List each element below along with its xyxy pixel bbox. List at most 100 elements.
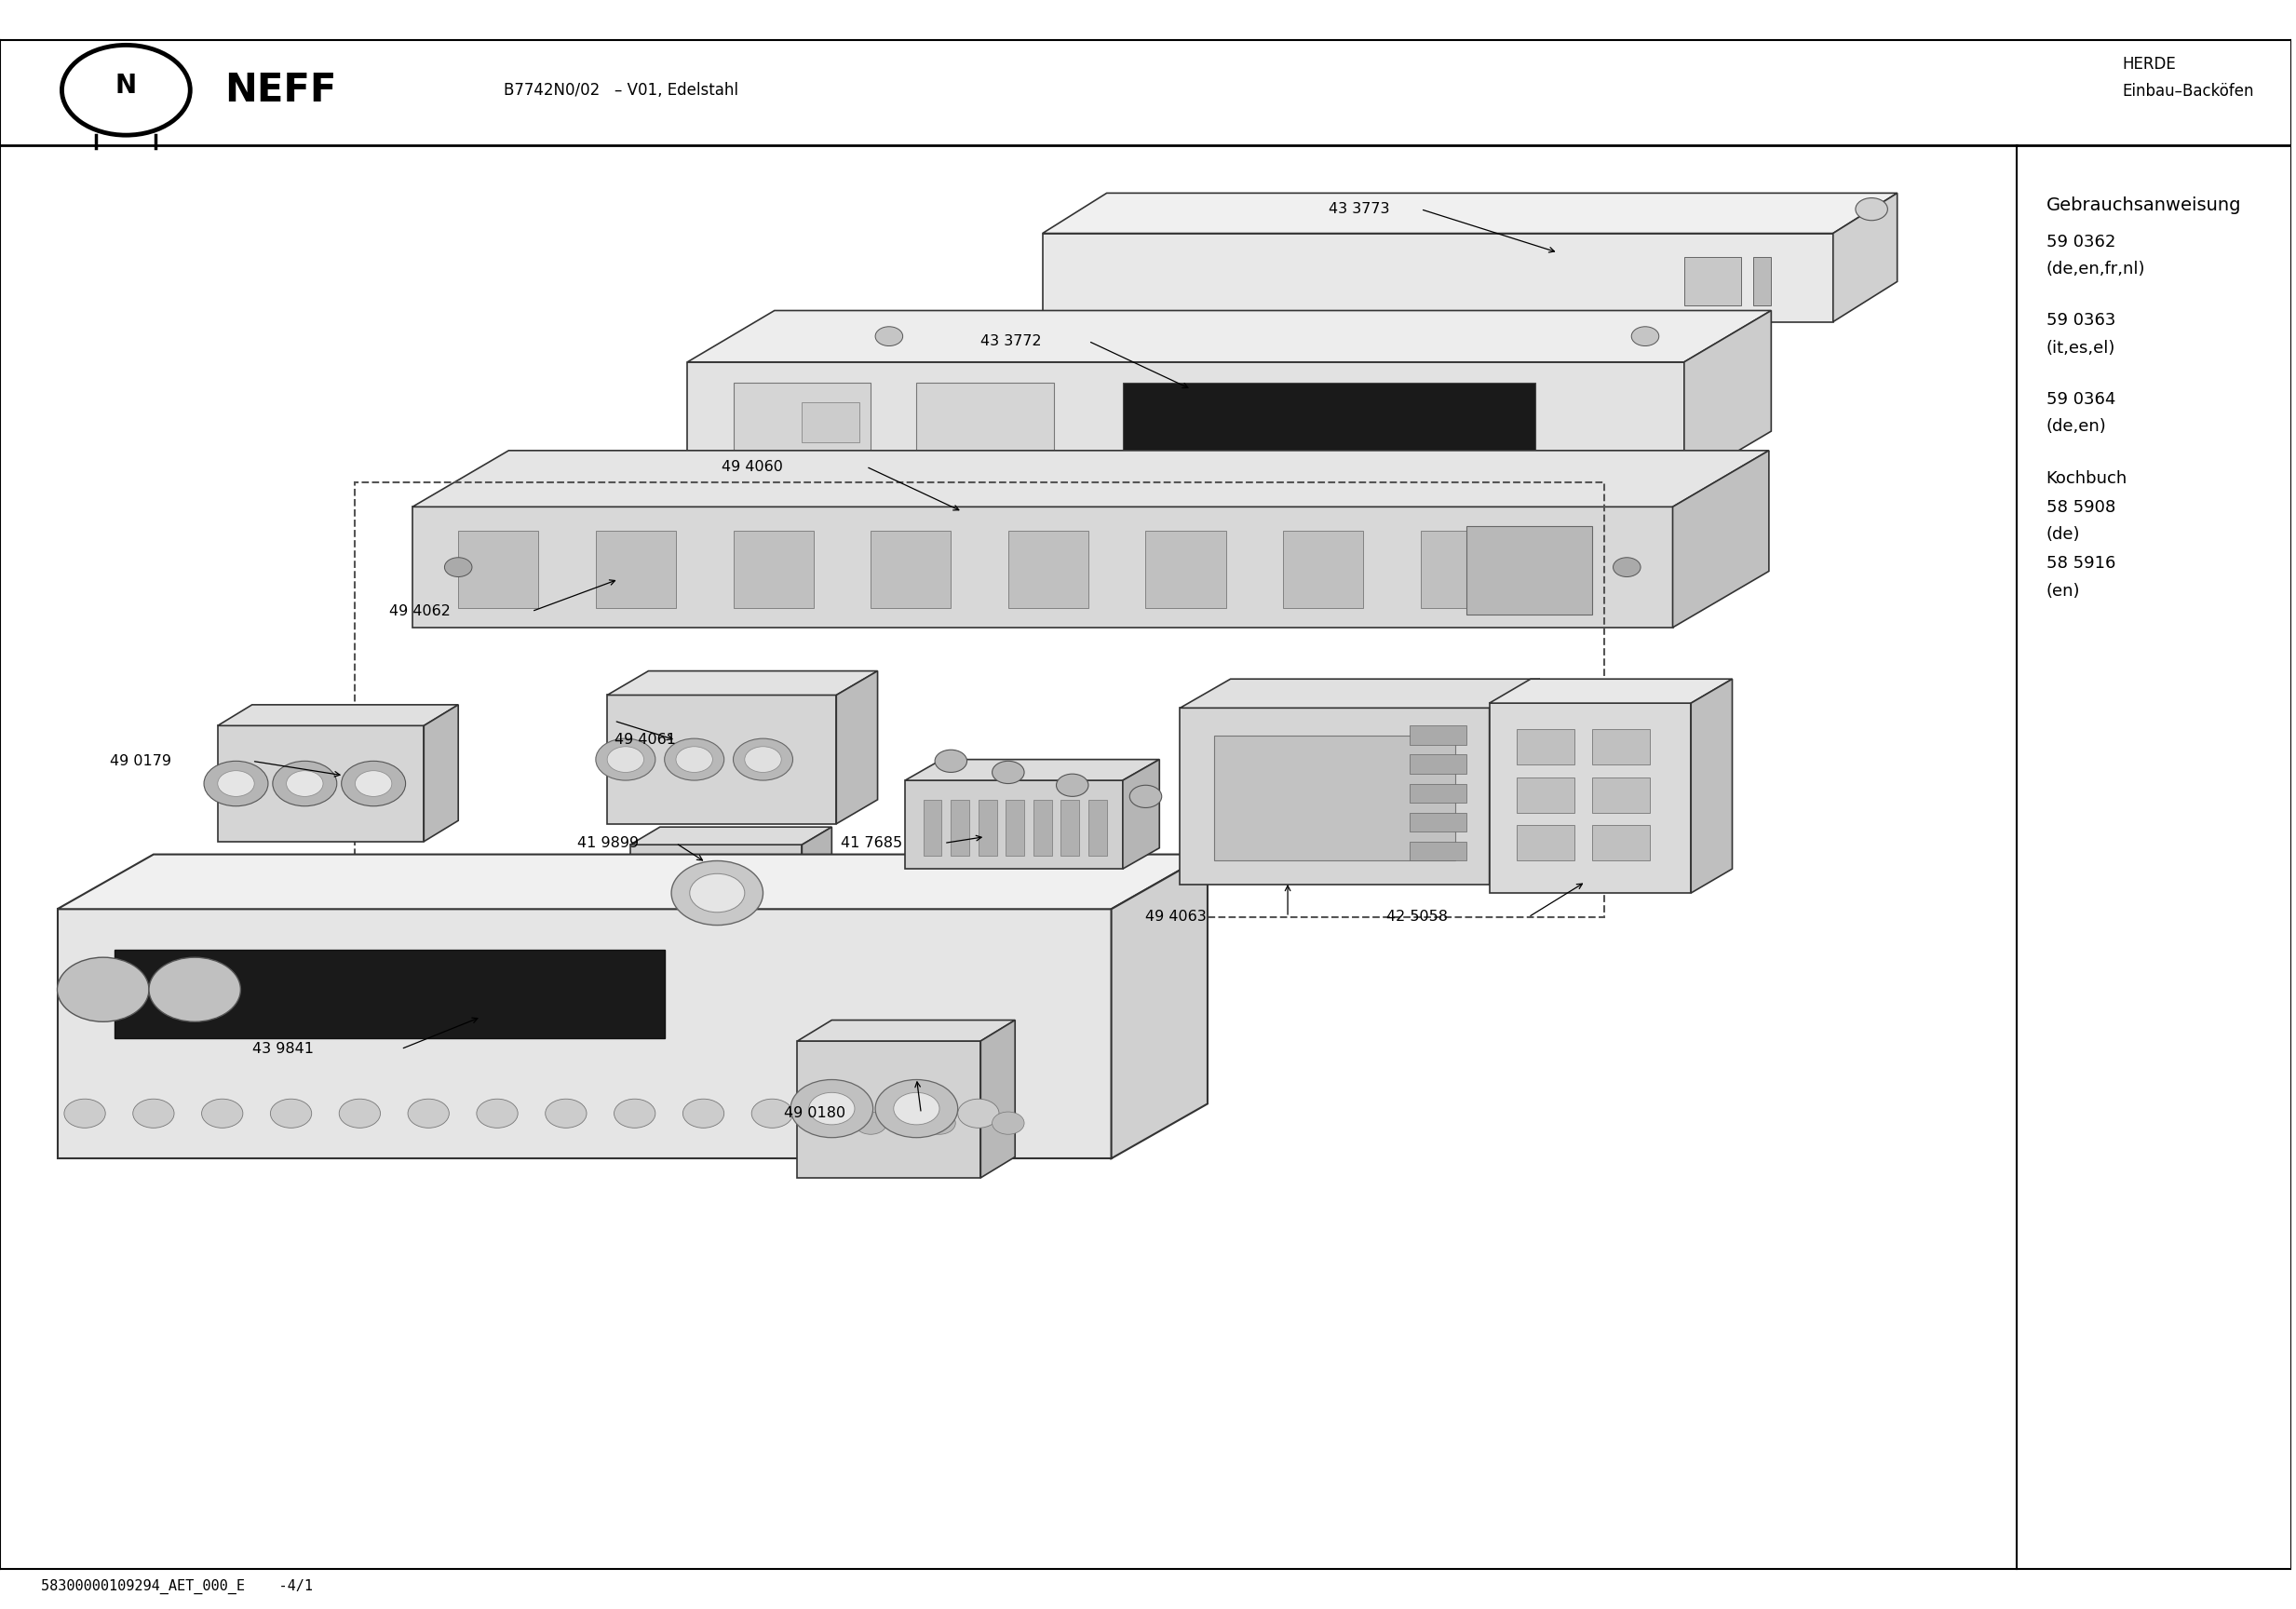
Bar	[916, 383, 1054, 463]
Bar	[1410, 813, 1467, 832]
Text: Kochbuch: Kochbuch	[2046, 470, 2128, 486]
Polygon shape	[797, 1041, 980, 1178]
Circle shape	[893, 1093, 939, 1125]
Circle shape	[202, 1099, 243, 1128]
Bar	[1008, 531, 1088, 608]
Polygon shape	[413, 507, 1674, 628]
Polygon shape	[1832, 193, 1896, 322]
Circle shape	[1056, 774, 1088, 796]
Circle shape	[342, 761, 406, 806]
Bar	[1410, 784, 1467, 803]
Circle shape	[675, 747, 712, 772]
Circle shape	[1632, 327, 1660, 346]
Text: (it,es,el): (it,es,el)	[2046, 339, 2115, 356]
Polygon shape	[218, 726, 425, 842]
Bar	[115, 949, 664, 1038]
Circle shape	[670, 861, 762, 925]
Text: (de,en): (de,en)	[2046, 418, 2105, 434]
Circle shape	[64, 1099, 106, 1128]
Circle shape	[875, 1080, 957, 1138]
Circle shape	[57, 957, 149, 1022]
Polygon shape	[980, 1020, 1015, 1178]
Circle shape	[409, 1099, 450, 1128]
Bar	[459, 531, 540, 608]
Circle shape	[478, 1099, 519, 1128]
Bar	[732, 383, 870, 463]
Polygon shape	[836, 671, 877, 824]
Bar	[1033, 800, 1052, 856]
Circle shape	[820, 1099, 861, 1128]
Bar	[1410, 755, 1467, 774]
Circle shape	[790, 1080, 872, 1138]
Bar	[1088, 800, 1107, 856]
Bar	[1593, 825, 1651, 861]
Bar	[1593, 777, 1651, 813]
Polygon shape	[218, 705, 459, 726]
Circle shape	[595, 739, 654, 780]
Text: 43 3773: 43 3773	[1329, 203, 1389, 216]
Bar	[1061, 800, 1079, 856]
Text: 59 0362: 59 0362	[2046, 233, 2115, 249]
Text: B7742N0/02   – V01, Edelstahl: B7742N0/02 – V01, Edelstahl	[505, 82, 739, 98]
Text: 43 9841: 43 9841	[253, 1043, 315, 1056]
Text: (de): (de)	[2046, 526, 2080, 542]
Circle shape	[1130, 785, 1162, 808]
Text: 43 3772: 43 3772	[980, 335, 1042, 348]
Text: (de,en,fr,nl): (de,en,fr,nl)	[2046, 261, 2144, 277]
Polygon shape	[801, 827, 831, 941]
Text: 49 0180: 49 0180	[783, 1107, 845, 1120]
Circle shape	[133, 1099, 174, 1128]
Circle shape	[546, 1099, 585, 1128]
Bar	[1410, 726, 1467, 745]
Polygon shape	[606, 671, 877, 695]
Polygon shape	[413, 451, 1768, 507]
Polygon shape	[1111, 854, 1208, 1158]
Polygon shape	[1685, 311, 1770, 483]
Bar	[595, 531, 675, 608]
Polygon shape	[1042, 193, 1896, 233]
Bar	[978, 800, 996, 856]
Circle shape	[808, 1093, 854, 1125]
Bar	[1593, 729, 1651, 764]
Circle shape	[889, 1099, 930, 1128]
Circle shape	[992, 1112, 1024, 1134]
Bar	[1467, 526, 1593, 615]
Text: Einbau–Backöfen: Einbau–Backöfen	[2122, 84, 2255, 100]
Circle shape	[204, 761, 269, 806]
Polygon shape	[797, 1020, 1015, 1041]
Circle shape	[957, 1099, 999, 1128]
Text: 49 4062: 49 4062	[390, 605, 450, 618]
Bar	[1518, 729, 1575, 764]
Bar	[1123, 383, 1536, 463]
Circle shape	[744, 747, 781, 772]
Bar	[1518, 825, 1575, 861]
Bar	[1215, 735, 1456, 861]
Text: 49 4061: 49 4061	[613, 734, 675, 747]
Circle shape	[445, 558, 473, 578]
Circle shape	[1614, 558, 1642, 578]
Text: 49 0179: 49 0179	[110, 755, 172, 767]
Text: 49 4060: 49 4060	[721, 460, 783, 473]
Polygon shape	[57, 854, 1208, 909]
Polygon shape	[687, 362, 1685, 483]
Polygon shape	[425, 705, 459, 842]
Text: 58 5908: 58 5908	[2046, 499, 2115, 515]
Circle shape	[149, 957, 241, 1022]
Bar	[870, 531, 951, 608]
Polygon shape	[57, 909, 1111, 1158]
Bar	[732, 531, 813, 608]
Polygon shape	[606, 695, 836, 824]
Circle shape	[218, 771, 255, 796]
Circle shape	[923, 1112, 955, 1134]
Bar	[951, 800, 969, 856]
Text: 49 4063: 49 4063	[1146, 911, 1208, 924]
Circle shape	[287, 771, 324, 796]
Bar	[1518, 777, 1575, 813]
Polygon shape	[1490, 679, 1731, 703]
Polygon shape	[1180, 679, 1541, 708]
Polygon shape	[1490, 679, 1541, 885]
Polygon shape	[1123, 759, 1159, 869]
Bar	[1685, 257, 1740, 306]
Circle shape	[875, 327, 902, 346]
Polygon shape	[687, 311, 1770, 362]
